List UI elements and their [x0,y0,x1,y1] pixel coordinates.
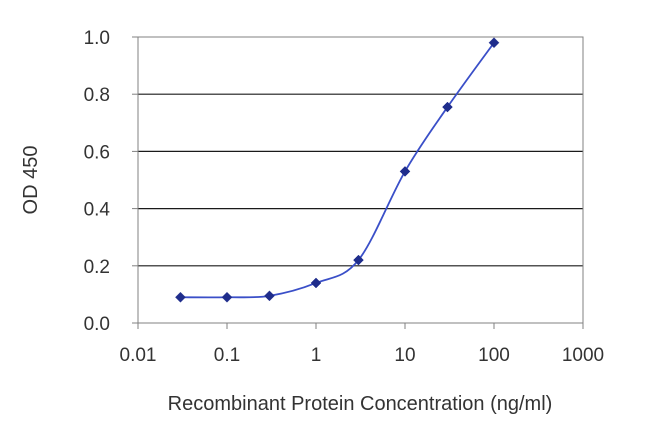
x-tick-label-1000: 1000 [562,345,604,366]
x-tick-label-0.01: 0.01 [120,345,157,366]
gridlines [138,93,583,267]
y-tick-label-0.0: 0.0 [84,314,110,335]
data-point-6 [442,101,453,113]
y-tick-label-0.8: 0.8 [84,85,110,106]
data-point-3 [310,277,322,289]
x-tick-label-1: 1 [311,345,322,366]
y-tick-label-0.6: 0.6 [84,142,110,163]
data-point-2 [264,290,275,302]
series-line [180,42,495,299]
y-axis-ticks: 0.0 0.2 0.4 0.6 0.8 1.0 [84,28,138,335]
series-line-layer [180,42,495,299]
data-point-1 [221,291,233,303]
x-axis-ticks: 0.01 0.1 1 10 100 1000 [120,323,604,366]
data-point-4 [353,254,364,266]
x-tick-label-10: 10 [394,345,415,366]
x-tick-label-100: 100 [478,345,510,366]
y-tick-label-0.2: 0.2 [84,257,110,278]
y-tick-label-0.4: 0.4 [84,200,111,221]
plot-area-frame [137,36,584,324]
data-point-0 [175,291,186,303]
data-point-7 [488,37,500,49]
data-points [175,37,500,303]
x-tick-label-0.1: 0.1 [214,345,240,366]
data-point-5 [399,166,411,177]
x-axis-title: Recombinant Protein Concentration (ng/ml… [168,393,553,415]
y-axis-title: OD 450 [20,146,42,215]
y-tick-label-1.0: 1.0 [84,28,110,49]
